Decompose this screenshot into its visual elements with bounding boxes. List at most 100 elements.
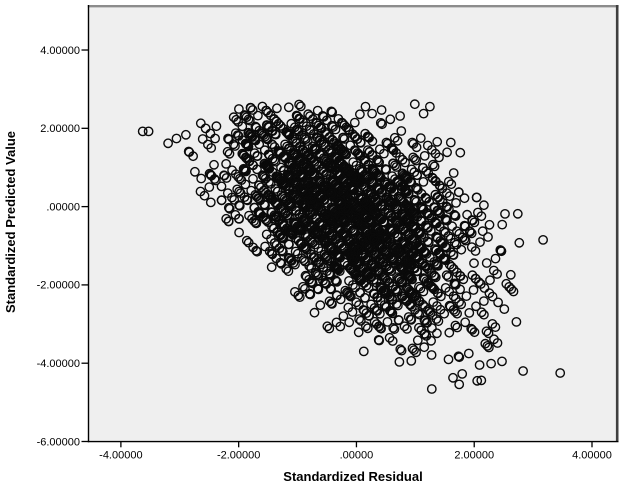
data-point [324,131,335,142]
data-point [452,308,462,319]
data-point [318,235,329,246]
data-point [306,276,317,287]
data-point [425,307,436,318]
data-point [292,248,303,259]
data-point [336,199,347,210]
data-point [251,191,262,202]
data-point [478,296,489,306]
data-point [304,124,315,135]
data-point [357,262,368,273]
data-point [282,210,293,221]
data-point [455,271,466,281]
data-point [171,133,182,144]
data-point [371,305,382,315]
data-point [450,306,461,317]
data-point [484,219,495,230]
data-point [358,346,369,357]
data-point [304,289,315,299]
data-point [348,253,359,264]
data-point [307,209,318,220]
data-point [247,159,258,170]
data-point [392,286,403,297]
data-point [415,133,426,144]
data-point [347,183,358,194]
data-point [476,307,487,318]
data-point [270,129,281,140]
data-point [221,158,232,169]
data-point [294,292,305,302]
data-point [361,280,372,291]
data-point [456,299,467,310]
data-point [271,253,282,264]
data-point [419,315,430,325]
data-point [376,105,387,115]
data-point [375,323,386,333]
data-point [326,120,337,131]
data-point [417,257,428,268]
data-point [282,127,292,138]
data-point [455,147,466,158]
x-tick-label: -2.00000 [217,450,260,462]
data-point [241,112,252,123]
data-point [318,262,329,273]
x-axis-title: Standardized Residual [283,469,422,484]
data-point [266,262,277,273]
data-point [487,318,498,329]
data-point [395,111,405,121]
data-point [242,195,253,206]
data-point [284,185,295,196]
data-point [391,299,402,309]
data-point [249,134,260,145]
data-point [392,135,403,146]
data-point [297,185,308,196]
data-point [371,223,382,233]
data-point [336,117,347,128]
data-point [433,247,444,258]
data-point [443,231,454,241]
data-point [483,232,493,242]
data-point [284,130,295,141]
data-point [406,355,417,366]
data-point [413,322,424,333]
data-point [407,247,418,258]
data-point [440,241,451,252]
data-point [338,147,349,157]
data-point [336,213,347,224]
data-point [422,277,433,288]
data-point [245,103,256,113]
data-point [435,194,445,205]
data-point [322,225,333,236]
data-point [296,225,307,236]
data-point [331,275,341,286]
data-point [258,130,269,141]
data-point [405,300,416,310]
data-point [290,246,301,257]
data-point [251,122,262,133]
data-point [404,230,415,241]
data-point [206,143,217,153]
data-point [389,324,400,335]
data-point [440,255,451,266]
data-point [363,269,374,280]
data-point [384,263,394,274]
data-point [253,206,264,217]
data-point [395,344,406,355]
data-point [311,227,322,238]
data-point [349,185,359,196]
data-point [137,126,148,137]
data-point [249,216,259,226]
data-point [389,132,400,143]
data-point [453,187,464,198]
data-point [244,210,254,221]
data-point [321,224,332,235]
data-point [360,321,371,332]
data-point [506,284,517,294]
data-point [411,196,422,207]
data-point [271,103,282,114]
data-point [306,153,316,164]
data-point [312,105,323,116]
data-point [333,264,343,275]
data-point [318,275,328,286]
data-point [323,158,334,169]
data-point [450,320,461,331]
